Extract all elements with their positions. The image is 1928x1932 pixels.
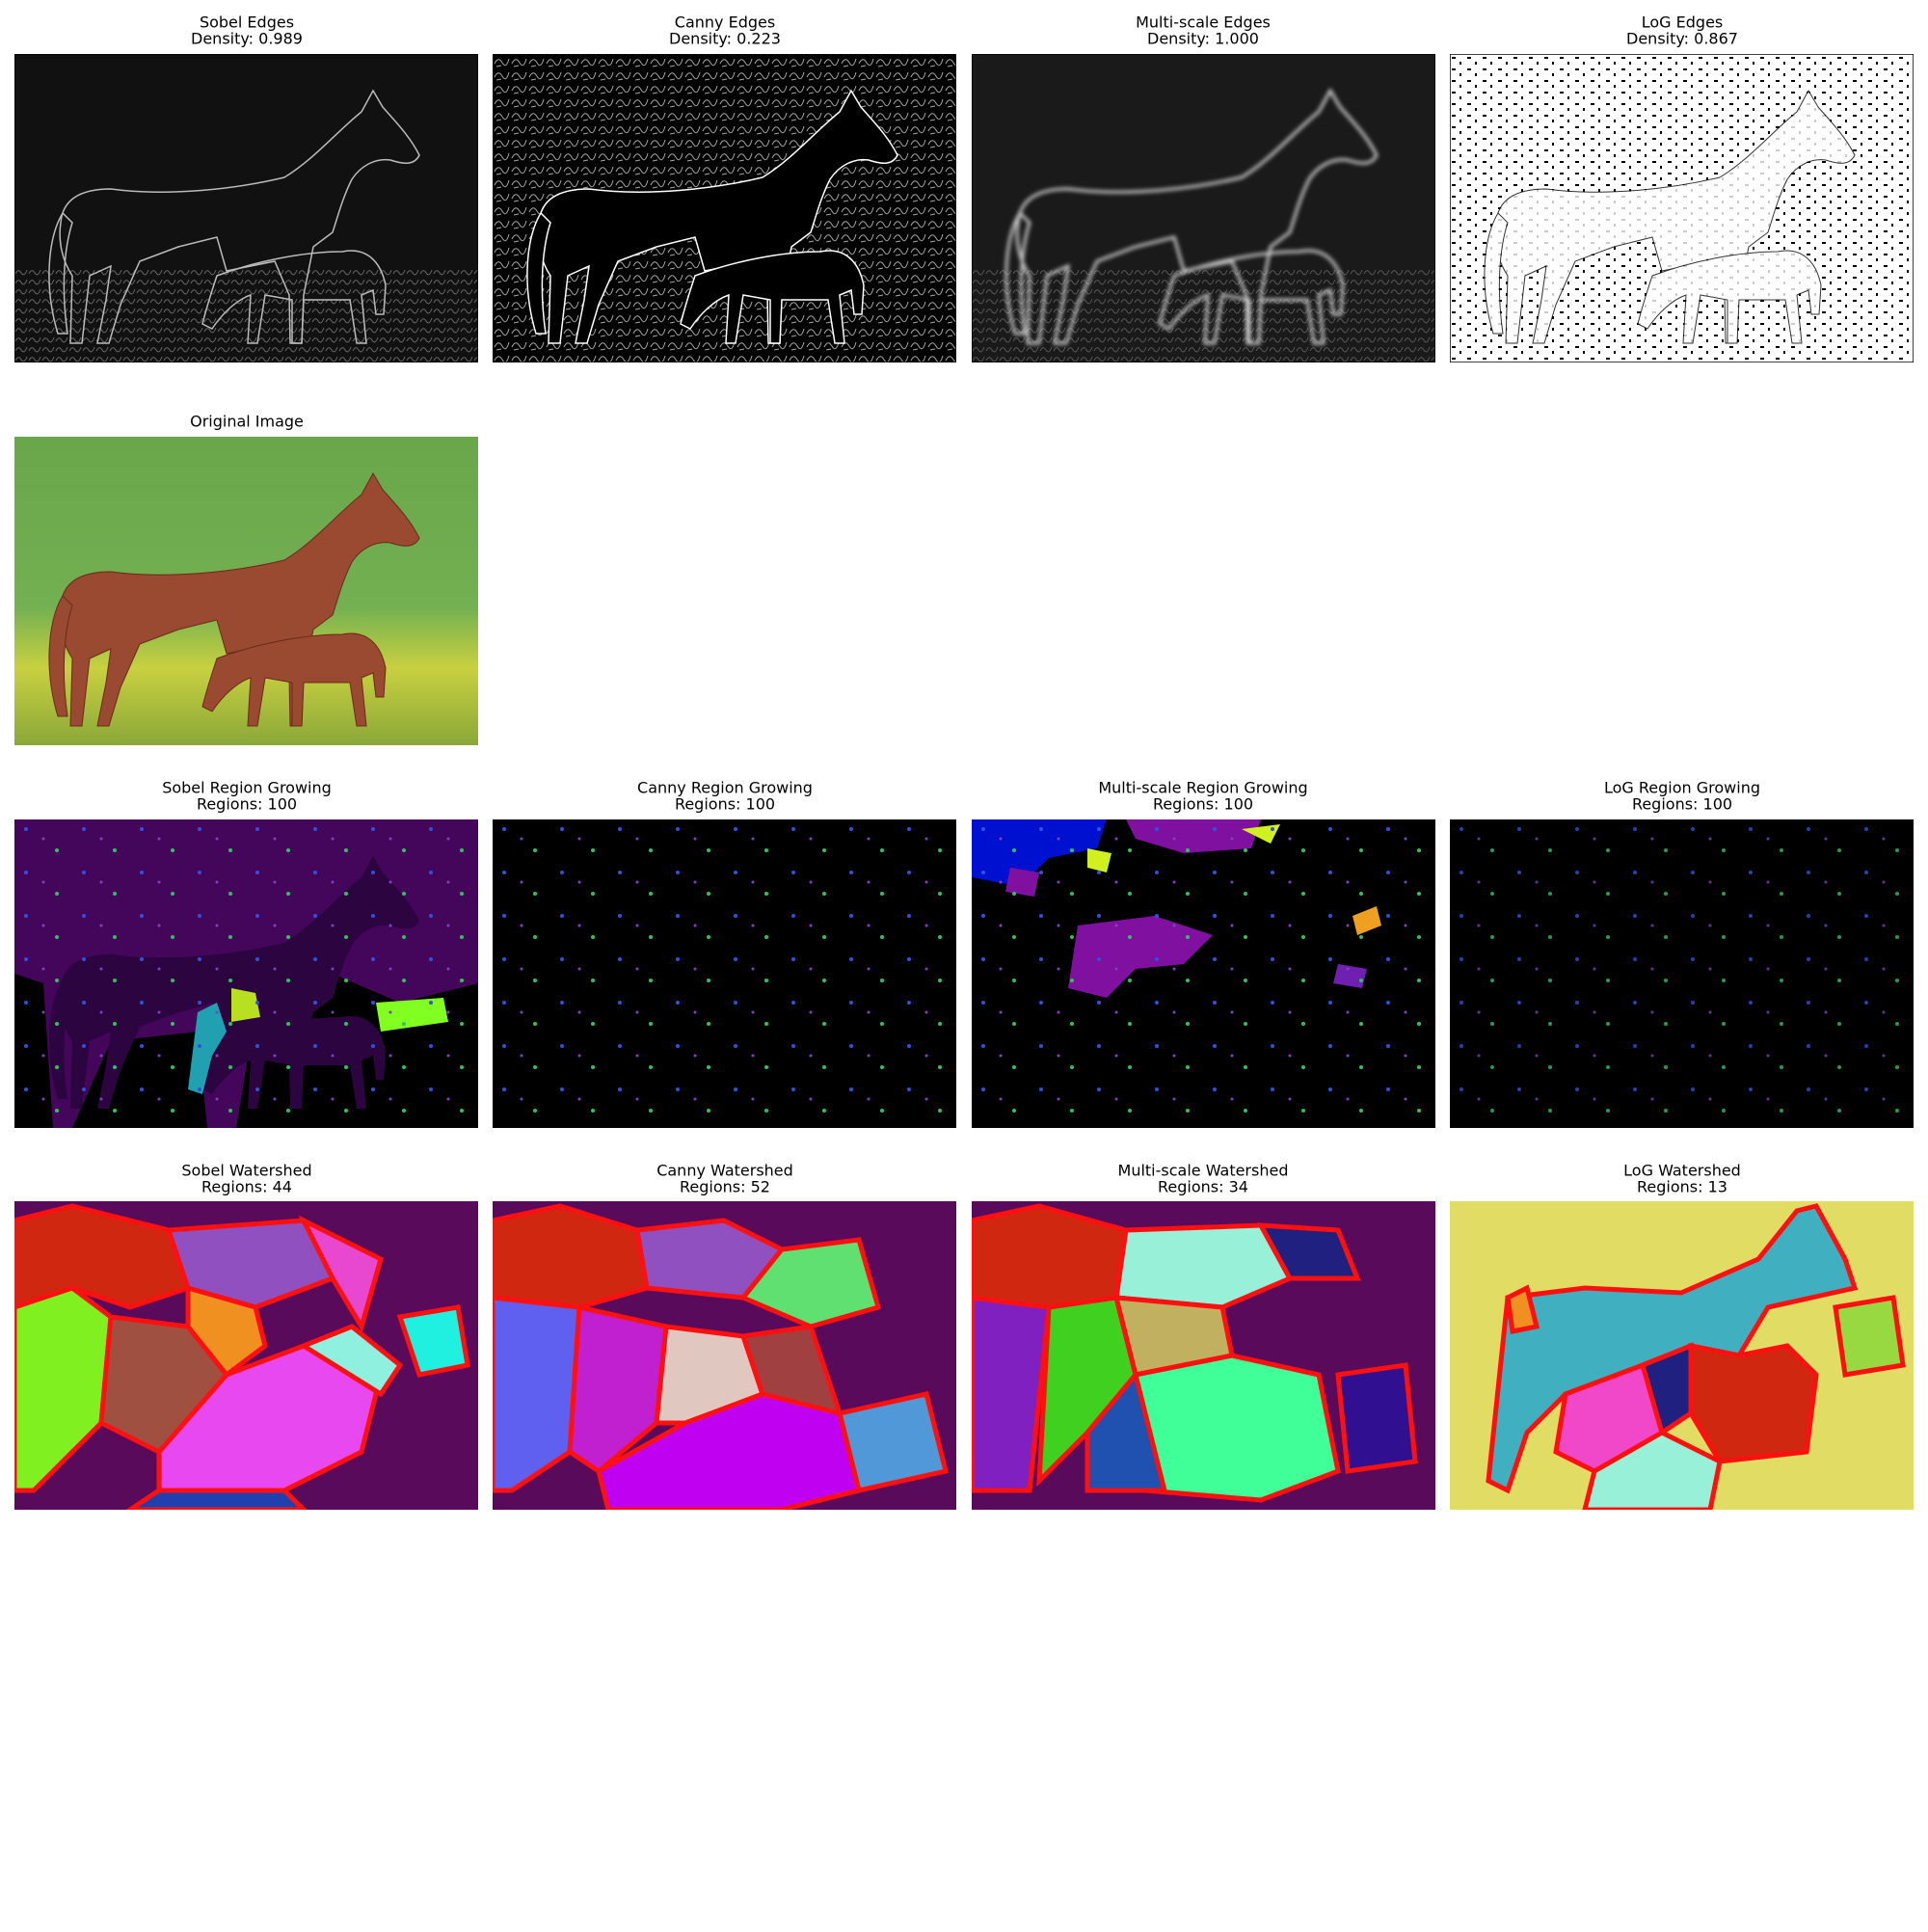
panel-subtitle: Regions: 100 [197, 795, 297, 814]
panel-title: Canny Region Growing [637, 779, 813, 797]
log-watershed-image [1450, 1201, 1914, 1510]
panel-title: Multi-scale Watershed [1118, 1162, 1289, 1180]
panel-title: Sobel Watershed [181, 1162, 311, 1180]
titles: Sobel Edges Density: 0.989 Canny Edges D… [162, 13, 1760, 1196]
multiscale-watershed-image [972, 1201, 1435, 1510]
panel-title: LoG Edges [1642, 13, 1724, 32]
multiscale-region-image [972, 819, 1435, 1128]
panel-subtitle: Regions: 34 [1158, 1178, 1248, 1196]
sobel-edges-image [14, 54, 478, 362]
panel-subtitle: Regions: 100 [675, 795, 775, 814]
log-edges-image [1450, 54, 1914, 362]
panel-subtitle: Density: 0.867 [1626, 30, 1738, 48]
panel-title: Canny Edges [675, 13, 775, 32]
panel-subtitle: Density: 0.989 [191, 30, 303, 48]
canny-region-image [493, 819, 956, 1128]
panel-subtitle: Regions: 44 [201, 1178, 292, 1196]
panel-subtitle: Regions: 13 [1637, 1178, 1727, 1196]
panel-subtitle: Density: 0.223 [669, 30, 781, 48]
panel-title: Sobel Region Growing [162, 779, 332, 797]
original-image [14, 437, 478, 745]
panel-subtitle: Regions: 100 [1153, 795, 1253, 814]
log-region-image [1450, 819, 1914, 1128]
multiscale-edges-image [972, 54, 1435, 362]
panel-subtitle: Regions: 52 [680, 1178, 770, 1196]
panel-title: Multi-scale Edges [1136, 13, 1271, 32]
canny-watershed-image [493, 1201, 956, 1510]
panel-title: Multi-scale Region Growing [1098, 779, 1307, 797]
sobel-watershed-image [14, 1201, 478, 1510]
panel-subtitle: Density: 1.000 [1147, 30, 1259, 48]
panel-title: LoG Watershed [1623, 1162, 1741, 1180]
panel-title: Sobel Edges [200, 13, 294, 32]
panel-title: Canny Watershed [656, 1162, 793, 1180]
panel-title: Original Image [190, 413, 304, 431]
canny-edges-image [493, 54, 956, 362]
panel-title: LoG Region Growing [1604, 779, 1760, 797]
panel-subtitle: Regions: 100 [1632, 795, 1732, 814]
sobel-region-image [14, 819, 478, 1128]
